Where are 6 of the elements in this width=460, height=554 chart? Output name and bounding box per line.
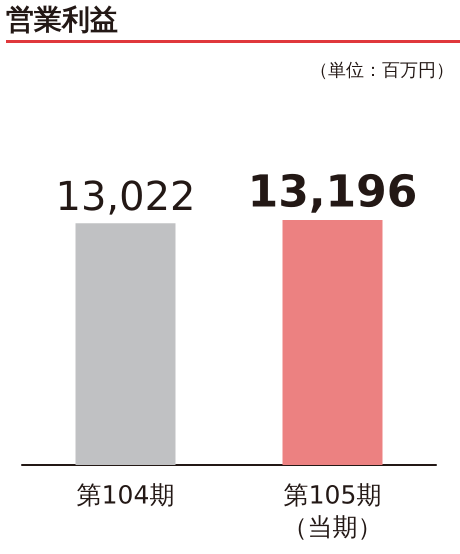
chart-title: 営業利益 [6,0,460,43]
data-label: 13,022 [56,174,196,220]
data-label: 13,196 [248,166,418,218]
x-tick-label: 第105期（当期） [282,480,382,542]
x-tick-label: 第104期 [76,480,174,510]
text: （単位：百万円） [310,59,454,82]
